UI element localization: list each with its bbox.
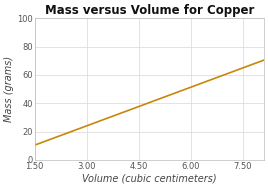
Y-axis label: Mass (grams): Mass (grams) — [4, 56, 14, 122]
X-axis label: Volume (cubic centimeters): Volume (cubic centimeters) — [82, 174, 217, 184]
Title: Mass versus Volume for Copper: Mass versus Volume for Copper — [44, 4, 254, 17]
